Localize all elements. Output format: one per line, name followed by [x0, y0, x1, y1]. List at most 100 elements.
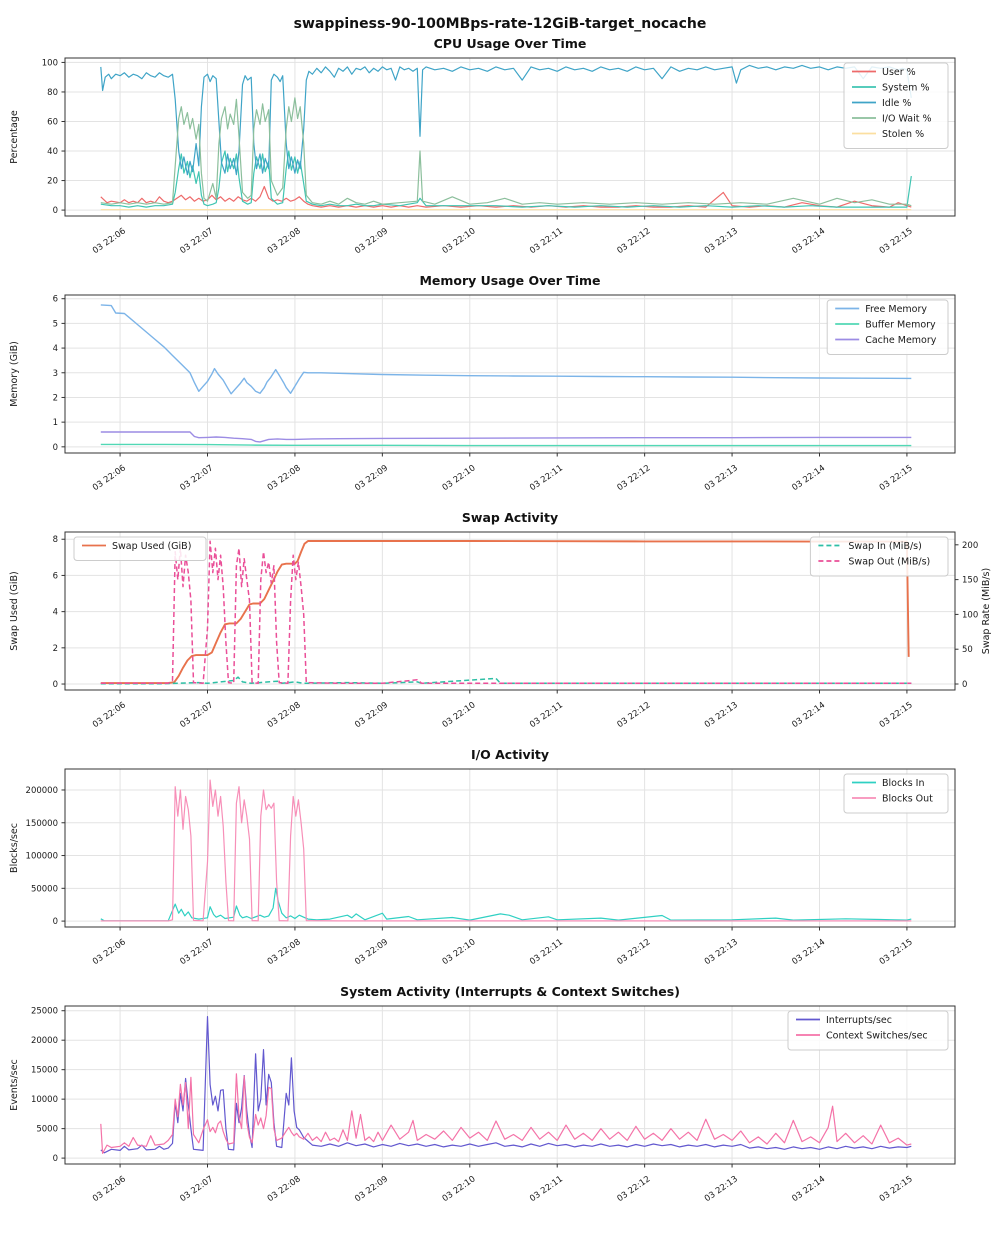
y-tick-label-right: 0 — [962, 680, 967, 690]
series-blocks-out — [100, 779, 912, 922]
legend: Interrupts/sec Context Switches/sec — [787, 1010, 949, 1051]
series-swap-out-mib-s- — [100, 540, 912, 685]
plot-area — [65, 769, 955, 927]
x-tick-label: 03 22:09 — [353, 226, 390, 256]
figure-title: swappiness-90-100MBps-rate-12GiB-target_… — [293, 16, 707, 32]
series-context-switches-sec — [100, 1073, 912, 1154]
y-axis-label: Memory (GiB) — [9, 341, 20, 407]
x-tick-label: 03 22:08 — [266, 700, 303, 730]
legend-label: Blocks In — [882, 778, 925, 789]
x-tick-label: 03 22:10 — [441, 1174, 478, 1204]
legend: Swap Used (GiB) — [73, 536, 207, 561]
legend-label: Buffer Memory — [865, 320, 936, 331]
series-swap-used-gib- — [100, 540, 910, 685]
x-tick-label: 03 22:10 — [441, 226, 478, 256]
x-tick-label: 03 22:11 — [528, 937, 565, 967]
x-tick-label: 03 22:08 — [266, 463, 303, 493]
x-tick-label: 03 22:12 — [615, 700, 652, 730]
y-tick-label-right: 200 — [962, 541, 978, 551]
y-tick-label-right: 150 — [962, 576, 978, 586]
series-system- — [100, 150, 912, 208]
y-tick-label: 10000 — [31, 1095, 58, 1105]
x-tick-label: 03 22:10 — [441, 700, 478, 730]
x-tick-label: 03 22:06 — [91, 1174, 128, 1204]
plot-border — [64, 294, 956, 454]
y-tick-label: 6 — [53, 295, 58, 305]
chart-title: I/O Activity — [471, 747, 549, 762]
series-interrupts-sec — [100, 1015, 912, 1154]
legend: User % System % Idle % I/O Wait % Stolen % — [843, 62, 949, 149]
legend: Free Memory Buffer Memory Cache Memory — [826, 299, 949, 355]
y-tick-label: 1 — [53, 418, 58, 428]
y-axis-label: Percentage — [9, 110, 20, 164]
x-tick-label: 03 22:15 — [878, 226, 915, 256]
y-tick-label: 0 — [53, 917, 58, 927]
y-tick-label: 20000 — [31, 1036, 58, 1046]
y-tick-label: 5000 — [36, 1125, 58, 1135]
x-tick-label: 03 22:13 — [703, 937, 740, 967]
x-tick-label: 03 22:11 — [528, 700, 565, 730]
x-tick-label: 03 22:08 — [266, 226, 303, 256]
x-tick-label: 03 22:12 — [615, 226, 652, 256]
x-tick-label: 03 22:12 — [615, 1174, 652, 1204]
x-tick-label: 03 22:09 — [353, 463, 390, 493]
x-tick-label: 03 22:15 — [878, 463, 915, 493]
x-tick-label: 03 22:14 — [790, 700, 827, 730]
x-tick-label: 03 22:06 — [91, 226, 128, 256]
legend-label: User % — [882, 67, 916, 78]
y-axis-label-right: Swap Rate (MiB/s) — [981, 568, 992, 654]
y-axis-label: Swap Used (GiB) — [9, 571, 20, 650]
x-tick-label: 03 22:11 — [528, 226, 565, 256]
x-tick-label: 03 22:07 — [178, 937, 215, 967]
legend: Blocks In Blocks Out — [843, 773, 949, 814]
memory-usage-chart: 03 22:06 03 22:07 03 22:08 03 22:09 03 22:10… — [9, 273, 956, 493]
y-tick-label: 25000 — [31, 1007, 58, 1017]
legend-label: I/O Wait % — [882, 114, 932, 125]
x-tick-label: 03 22:07 — [178, 1174, 215, 1204]
x-tick-label: 03 22:09 — [353, 700, 390, 730]
y-tick-label: 2 — [53, 393, 58, 403]
plot-area — [65, 295, 955, 453]
x-tick-label: 03 22:14 — [790, 463, 827, 493]
series-buffer-memory — [100, 443, 912, 447]
y-tick-label: 6 — [53, 571, 58, 581]
y-axis-label: Blocks/sec — [9, 823, 20, 873]
y-tick-label: 80 — [47, 88, 58, 98]
legend-label: Swap Out (MiB/s) — [848, 557, 930, 568]
legend-label: System % — [882, 83, 929, 94]
legend-label: Free Memory — [865, 304, 927, 315]
x-tick-label: 03 22:13 — [703, 226, 740, 256]
cpu-usage-chart-section: 03 22:06 03 22:07 03 22:08 03 22:09 03 22:10… — [0, 30, 1000, 267]
x-tick-label: 03 22:14 — [790, 1174, 827, 1204]
legend-label: Swap In (MiB/s) — [848, 541, 921, 552]
x-tick-label: 03 22:13 — [703, 700, 740, 730]
y-tick-label-right: 50 — [962, 645, 973, 655]
legend-box — [843, 62, 949, 149]
y-tick-label: 4 — [53, 344, 58, 354]
series-i-o-wait- — [100, 97, 912, 207]
y-tick-label-right: 100 — [962, 610, 978, 620]
x-tick-label: 03 22:13 — [703, 463, 740, 493]
x-tick-label: 03 22:15 — [878, 937, 915, 967]
y-tick-label: 100000 — [26, 852, 58, 862]
memory-usage-chart-section: 03 22:06 03 22:07 03 22:08 03 22:09 03 22:10… — [0, 267, 1000, 504]
y-tick-label: 3 — [53, 369, 58, 379]
io-activity-chart-section: 03 22:06 03 22:07 03 22:08 03 22:09 03 22:10… — [0, 741, 1000, 978]
y-tick-label: 20 — [47, 177, 58, 187]
cpu-usage-chart: 03 22:06 03 22:07 03 22:08 03 22:09 03 22:10… — [9, 36, 956, 256]
plot-area — [65, 532, 955, 690]
plot-border — [64, 1005, 956, 1165]
x-tick-label: 03 22:06 — [91, 937, 128, 967]
x-tick-label: 03 22:10 — [441, 463, 478, 493]
legend-box — [826, 299, 949, 355]
x-tick-label: 03 22:11 — [528, 1174, 565, 1204]
x-tick-label: 03 22:07 — [178, 226, 215, 256]
y-tick-label: 150000 — [26, 819, 58, 829]
legend-label: Blocks Out — [882, 794, 933, 805]
swap-activity-chart-section: 03 22:06 03 22:07 03 22:08 03 22:09 03 22:10… — [0, 504, 1000, 741]
y-tick-label: 5 — [53, 319, 58, 329]
x-tick-label: 03 22:09 — [353, 1174, 390, 1204]
legend-box — [73, 536, 207, 561]
legend: Swap In (MiB/s) Swap Out (MiB/s) — [809, 536, 949, 577]
